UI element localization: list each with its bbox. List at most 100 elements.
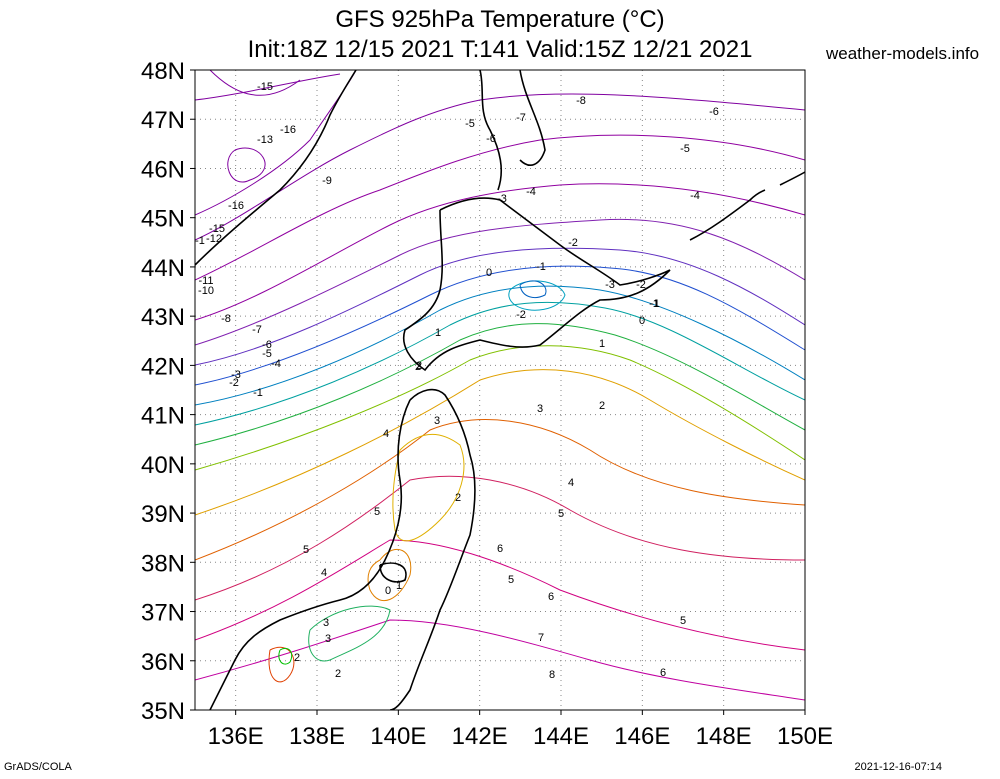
contour-label: -3 [497, 193, 507, 205]
lon-tick-label: 150E [777, 723, 833, 750]
coastline-segment [403, 197, 671, 372]
lat-tick-label: 36N [141, 649, 185, 676]
map-gridlines [195, 69, 806, 711]
temperature-isotherm [195, 323, 805, 446]
contour-label: 8 [549, 669, 555, 681]
temperature-isotherm [195, 619, 805, 701]
contour-label: 6 [497, 543, 503, 555]
temperature-isotherm [195, 247, 805, 366]
contour-label: -7 [252, 324, 262, 336]
contour-label: 4 [383, 428, 389, 440]
lat-tick-label: 45N [141, 206, 185, 233]
site-label: weather-models.info [826, 44, 980, 63]
contour-label: -11 [198, 275, 213, 287]
contour-label: -8 [576, 95, 586, 107]
contour-label: -4 [690, 190, 700, 202]
contour-label: 7 [538, 632, 544, 644]
temperature-isotherm [195, 285, 805, 406]
longitude-axis: 136E 138E 140E 142E 144E 146E 148E 150E [208, 710, 833, 750]
latitude-axis: 35N 36N 37N 38N 39N 40N 41N 42N 43N 44N 45N 46N 47N 4… [141, 58, 195, 725]
contour-label: -1 [253, 387, 263, 399]
contour-label: 2 [335, 668, 341, 680]
temperature-isotherm [195, 301, 805, 426]
contour-label: -15 [257, 81, 273, 93]
contour-label: -4 [526, 186, 536, 198]
contour-label: -2 [229, 377, 239, 389]
temperature-isotherm [195, 218, 805, 346]
temperature-isotherm [195, 539, 805, 651]
contour-label: 3 [434, 415, 440, 427]
contour-label: 5 [303, 544, 309, 556]
contour-label: -2 [516, 309, 526, 321]
lon-tick-label: 148E [696, 723, 752, 750]
contour-labels: -15-16-13-9-16-15-1 -12-11-10-8-7-6-5-4-3… [195, 81, 719, 681]
contour-label: -6 [709, 106, 719, 118]
coastline-segment [209, 399, 411, 710]
temperature-isotherm [195, 265, 805, 386]
lat-tick-label: 40N [141, 452, 185, 479]
temperature-isotherm [367, 548, 412, 602]
contour-label: 3 [323, 617, 329, 629]
coastline-segment [379, 562, 407, 583]
contour-label: -1 [195, 235, 205, 247]
temperature-isotherm [519, 280, 547, 298]
temperature-isotherm [195, 183, 805, 321]
lat-tick-label: 39N [141, 501, 185, 528]
lat-tick-label: 41N [141, 403, 185, 430]
lat-tick-label: 46N [141, 156, 185, 183]
contour-label: -10 [198, 285, 214, 297]
contour-label: 5 [680, 615, 686, 627]
temperature-isotherm [195, 345, 805, 471]
lon-tick-label: 142E [452, 723, 508, 750]
contour-label: -8 [221, 313, 231, 325]
lat-tick-label: 35N [141, 698, 185, 725]
temperature-isotherm [195, 419, 805, 561]
coastline-segment [389, 388, 476, 710]
lat-tick-label: 47N [141, 107, 185, 134]
contour-label: 6 [548, 591, 554, 603]
contour-label: -15 [209, 223, 225, 235]
temperature-isotherm [227, 147, 266, 183]
contour-label: -1 [536, 261, 546, 273]
contour-label: 1 [435, 327, 441, 339]
contour-label: 2 [294, 652, 300, 664]
temperature-isotherm [392, 433, 465, 542]
coastline-segment [689, 171, 805, 241]
contour-label: -6 [262, 339, 272, 351]
temperature-isotherm [308, 605, 391, 662]
contour-label: 2 [415, 361, 421, 373]
contour-label: -6 [486, 133, 496, 145]
temperature-isotherm [195, 369, 805, 516]
temperature-isotherm [209, 70, 301, 96]
contour-label: -2 [568, 237, 578, 249]
contour-label: 5 [508, 574, 514, 586]
contour-label: -5 [262, 348, 272, 360]
temperature-isotherm [508, 280, 566, 311]
map-frame [194, 69, 806, 711]
contour-label: -4 [271, 358, 281, 370]
contour-label: 0 [486, 267, 492, 279]
contour-label: 4 [568, 477, 574, 489]
contour-label: -3 [605, 279, 615, 291]
temperature-isotherm [195, 475, 805, 601]
contour-label: 0 [639, 315, 645, 327]
lat-tick-label: 42N [141, 353, 185, 380]
contour-label: 1 [396, 580, 402, 592]
lat-tick-label: 48N [141, 58, 185, 85]
contour-label: -7 [516, 112, 526, 124]
temperature-isotherm [268, 647, 295, 683]
contour-label: 2 [416, 360, 422, 372]
contour-label: -9 [322, 175, 332, 187]
coastline-segment [479, 70, 546, 191]
lon-tick-label: 146E [614, 723, 670, 750]
map-subtitle: Init:18Z 12/15 2021 T:141 Valid:15Z 12/2… [247, 36, 753, 63]
coastline [195, 70, 805, 710]
temperature-isotherm [278, 647, 293, 665]
lon-tick-label: 144E [533, 723, 589, 750]
contour-label: 3 [325, 633, 331, 645]
map-title: GFS 925hPa Temperature (°C) [335, 6, 665, 33]
lon-tick-label: 136E [208, 723, 264, 750]
lat-tick-label: 44N [141, 255, 185, 282]
contour-label: -13 [257, 134, 273, 146]
contour-label: -1 [649, 298, 659, 310]
